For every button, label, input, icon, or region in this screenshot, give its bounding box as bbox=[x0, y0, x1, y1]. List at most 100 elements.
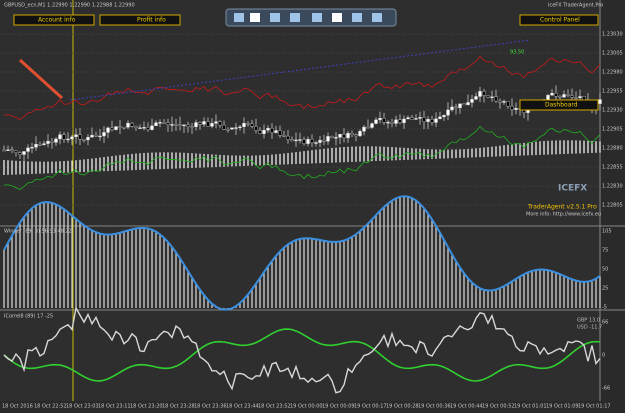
candle bbox=[258, 130, 262, 134]
time-label: 19 Oct 01:17 bbox=[578, 404, 611, 410]
time-label: 18 Oct 23:20 bbox=[130, 404, 163, 410]
candle bbox=[502, 101, 506, 103]
candle bbox=[170, 124, 174, 126]
button-bg[interactable] bbox=[519, 14, 599, 26]
candle bbox=[386, 121, 390, 124]
candle bbox=[186, 124, 190, 127]
candle bbox=[302, 139, 306, 144]
tool-icon[interactable] bbox=[234, 13, 244, 22]
control-button[interactable]: Control Panel bbox=[519, 14, 599, 26]
candle bbox=[474, 96, 478, 100]
candle bbox=[506, 101, 510, 107]
candle bbox=[2, 149, 6, 152]
time-label: 18 Oct 23:36 bbox=[194, 404, 227, 410]
tool-icon[interactable] bbox=[372, 13, 382, 22]
candle bbox=[514, 108, 518, 110]
time-label: 19 Oct 00:17 bbox=[354, 404, 387, 410]
tool-icon[interactable] bbox=[290, 13, 300, 22]
tool-icon[interactable] bbox=[332, 13, 342, 22]
candle bbox=[342, 134, 346, 139]
candle bbox=[294, 139, 298, 142]
button-bg[interactable] bbox=[519, 99, 599, 111]
button-label[interactable]: Control Panel bbox=[540, 17, 580, 24]
candle bbox=[550, 92, 554, 96]
price-label: 1.23005 bbox=[602, 51, 623, 57]
candle bbox=[470, 99, 474, 103]
candle bbox=[466, 102, 470, 106]
candle bbox=[306, 139, 310, 144]
candle bbox=[358, 131, 362, 137]
candle bbox=[482, 91, 486, 96]
tool-icon[interactable] bbox=[270, 13, 280, 22]
candle bbox=[234, 127, 238, 129]
winner-axis-label: 25 bbox=[602, 286, 608, 292]
candle bbox=[6, 149, 10, 151]
profit-button[interactable]: Profit info bbox=[99, 14, 181, 26]
time-label: 18 Oct 23:28 bbox=[162, 404, 195, 410]
price-panel bbox=[0, 0, 600, 225]
price-label: 1.22955 bbox=[602, 89, 623, 95]
account-button[interactable]: Account info bbox=[13, 14, 95, 26]
brand: IceFX TraderAgent.Pro bbox=[548, 3, 603, 9]
winner-line bbox=[3, 195, 601, 311]
gbp-legend: GBP 13.0 bbox=[577, 318, 600, 324]
candle bbox=[50, 140, 54, 143]
time-label: 19 Oct 00:52 bbox=[482, 404, 515, 410]
tool-icon[interactable] bbox=[352, 13, 362, 22]
version: TraderAgent v2.5.1 Pro bbox=[527, 204, 597, 211]
candle bbox=[546, 94, 550, 100]
candle bbox=[30, 147, 34, 149]
candle bbox=[278, 130, 282, 136]
candle bbox=[10, 149, 14, 152]
candle bbox=[62, 134, 66, 140]
dashboard-button[interactable]: Dashboard bbox=[519, 99, 599, 111]
candle bbox=[326, 136, 330, 142]
time-label: 18 Oct 23:11 bbox=[98, 404, 131, 410]
usd-legend: USD -11.7 bbox=[577, 325, 602, 331]
candle bbox=[434, 118, 438, 123]
candle bbox=[58, 134, 62, 140]
candle bbox=[442, 115, 446, 118]
price-label: 1.22980 bbox=[602, 70, 623, 76]
candle bbox=[314, 142, 318, 144]
candle bbox=[202, 121, 206, 125]
candle bbox=[558, 96, 562, 98]
symbol-line: GBPUSD_ecn,M1 1.22990 1.22990 1.22988 1.… bbox=[4, 3, 135, 9]
upper-band bbox=[3, 55, 601, 120]
button-label[interactable]: Dashboard bbox=[545, 102, 578, 109]
time-label: 19 Oct 00:44 bbox=[450, 404, 483, 410]
info: More info: http://www.icefx.eu bbox=[526, 212, 601, 218]
candle bbox=[194, 122, 198, 128]
candle bbox=[158, 122, 162, 124]
candle bbox=[254, 126, 258, 131]
candle bbox=[262, 130, 266, 134]
button-bg[interactable] bbox=[99, 14, 181, 26]
button-bg[interactable] bbox=[13, 14, 95, 26]
price-label: 1.23030 bbox=[602, 32, 623, 38]
candle bbox=[390, 121, 394, 124]
tool-icon[interactable] bbox=[312, 13, 322, 22]
candle bbox=[290, 139, 294, 142]
correl-axis-label: 66 bbox=[602, 320, 608, 326]
candle bbox=[598, 99, 602, 104]
candle bbox=[418, 117, 422, 119]
tool-icon[interactable] bbox=[250, 13, 260, 22]
candle bbox=[54, 138, 58, 143]
lower-band bbox=[3, 125, 601, 190]
candle bbox=[166, 122, 170, 125]
candle bbox=[174, 124, 178, 126]
button-label[interactable]: Account info bbox=[38, 17, 76, 24]
price-label: 1.22805 bbox=[602, 203, 623, 209]
candle bbox=[370, 123, 374, 128]
candle bbox=[22, 151, 26, 155]
candle bbox=[338, 134, 342, 138]
candle bbox=[74, 134, 78, 138]
candle bbox=[26, 147, 30, 152]
candle bbox=[82, 138, 86, 141]
candle bbox=[130, 122, 134, 127]
candle bbox=[270, 127, 274, 133]
candle bbox=[422, 117, 426, 122]
button-label[interactable]: Profit info bbox=[137, 17, 166, 24]
candle bbox=[214, 121, 218, 124]
